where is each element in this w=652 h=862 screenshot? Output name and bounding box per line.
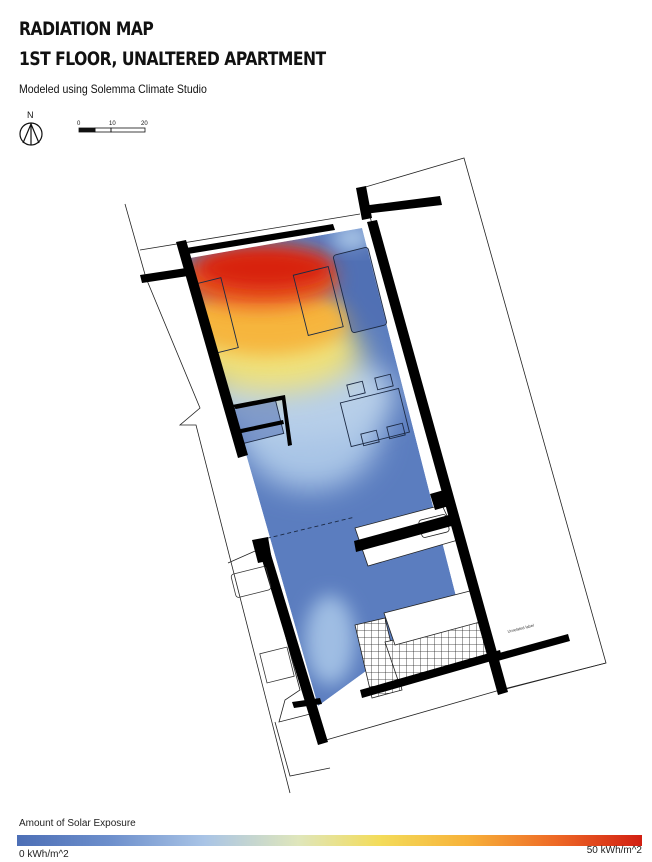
- north-label: N: [27, 110, 34, 120]
- legend-min-label: 0 kWh/m^2: [19, 849, 69, 860]
- side-rooms: [230, 566, 295, 684]
- scale-bar: [78, 127, 146, 133]
- walls: [140, 186, 570, 745]
- modeling-note: Modeled using Solemma Climate Studio: [19, 82, 207, 96]
- legend-title: Amount of Solar Exposure: [19, 818, 136, 829]
- page-subtitle-floor: 1ST FLOOR, UNALTERED APARTMENT: [19, 48, 326, 70]
- legend-max-label: 50 kWh/m^2: [586, 845, 642, 856]
- furniture: [193, 247, 410, 541]
- scale-tick-10: 10: [109, 121, 116, 127]
- bathroom-tiles: [354, 617, 403, 699]
- legend-color-bar: [17, 835, 642, 846]
- north-arrow-icon: [19, 122, 43, 146]
- plan-annotation: Unrelated label: [507, 623, 534, 634]
- scale-tick-20: 20: [141, 121, 148, 127]
- page-title: RADIATION MAP: [19, 18, 154, 40]
- scale-tick-0: 0: [77, 121, 81, 127]
